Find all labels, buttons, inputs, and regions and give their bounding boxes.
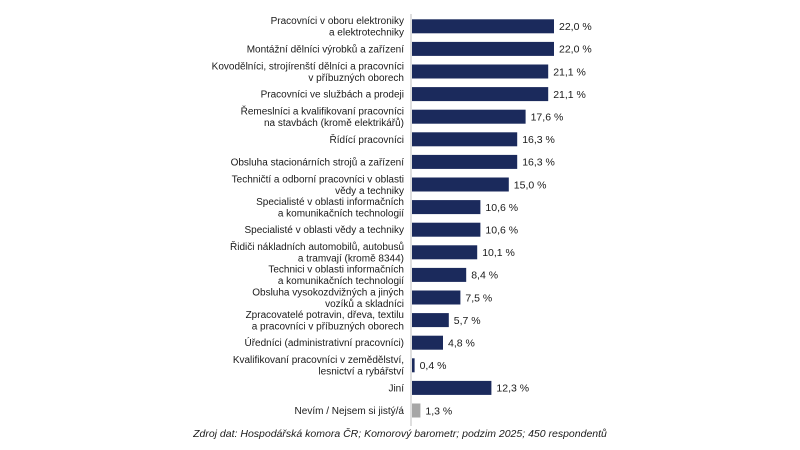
category-label: Montážní dělníci výrobků a zařízení <box>247 43 405 55</box>
bar-value-label: 16,3 % <box>522 134 555 146</box>
category-label: Kovodělníci, strojírenští dělníci a prac… <box>212 61 404 84</box>
bar-value-label: 4,8 % <box>448 338 475 350</box>
bar-value-label: 22,0 % <box>559 44 592 56</box>
bar-value-label: 10,6 % <box>485 225 518 237</box>
bar <box>412 177 509 192</box>
category-label: Techničtí a odborní pracovníci v oblasti… <box>232 174 404 197</box>
category-label: Obsluha stacionárních strojů a zařízení <box>231 156 405 168</box>
bar-value-label: 22,0 % <box>559 21 592 33</box>
bar <box>412 200 481 215</box>
category-label: Úředníci (administrativní pracovníci) <box>245 336 405 349</box>
bar <box>412 245 478 260</box>
bar-value-label: 10,6 % <box>485 202 518 214</box>
bar <box>412 41 554 56</box>
bar-value-label: 21,1 % <box>553 89 586 101</box>
bar <box>412 403 421 418</box>
category-label: Řidiči nákladních automobilů, autobusů a … <box>230 240 404 265</box>
bar-value-label: 5,7 % <box>454 315 481 327</box>
category-label: Jiní <box>388 383 404 394</box>
category-label: Technici v oblasti informačních a komunik… <box>268 265 404 288</box>
category-label: Řídící pracovníci <box>330 133 404 146</box>
bar <box>412 313 449 328</box>
bar <box>412 109 526 124</box>
bar <box>412 290 461 305</box>
bar <box>412 267 467 282</box>
source-note: Zdroj dat: Hospodářská komora ČR; Komoro… <box>193 428 607 440</box>
bar <box>412 19 554 34</box>
category-label: Kvalifikovaní pracovníci v zemědělství, l… <box>233 355 404 378</box>
bar <box>412 222 481 237</box>
bar-value-label: 1,3 % <box>425 405 452 417</box>
bar <box>412 154 518 169</box>
bar <box>412 132 518 147</box>
category-label: Specialisté v oblasti vědy a techniky <box>244 225 404 236</box>
bar-value-label: 0,4 % <box>420 360 447 372</box>
bars-layer: 22,0 % Pracovníci v oboru elektroniky a el… <box>212 16 592 418</box>
category-label: Pracovníci ve službách a prodeji <box>261 90 404 101</box>
category-label: Obsluha vysokozdvižných a jiných vozíků a… <box>252 287 404 310</box>
bar <box>412 358 415 373</box>
bar-value-label: 15,0 % <box>514 179 547 191</box>
bar <box>412 64 549 79</box>
category-label: Nevím / Nejsem si jistý/á <box>295 406 405 417</box>
category-label: Zpracovatelé potravin, dřeva, textilu a p… <box>246 310 404 333</box>
bar-value-label: 21,1 % <box>553 66 586 78</box>
bar-value-label: 17,6 % <box>531 112 564 124</box>
bar-value-label: 12,3 % <box>496 383 529 395</box>
bar <box>412 380 492 395</box>
category-label: Specialisté v oblasti informačních a komu… <box>256 197 404 220</box>
bar-value-label: 8,4 % <box>471 270 498 282</box>
bar-value-label: 7,5 % <box>465 292 492 304</box>
bar-value-label: 16,3 % <box>522 157 555 169</box>
category-label: Pracovníci v oboru elektroniky a elektrot… <box>271 16 404 38</box>
bar <box>412 87 549 102</box>
bar-value-label: 10,1 % <box>482 247 515 259</box>
bar <box>412 335 443 350</box>
category-label: Řemeslníci a kvalifikovaní pracovníci na … <box>241 105 404 130</box>
